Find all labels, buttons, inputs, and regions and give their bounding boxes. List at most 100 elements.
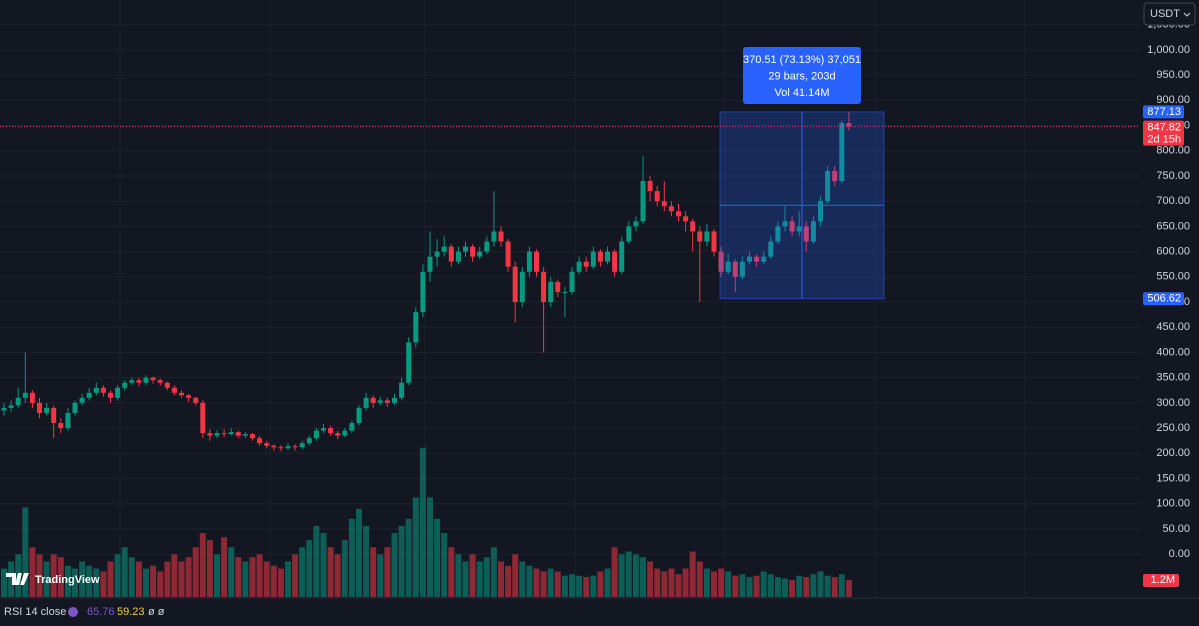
volume-bar bbox=[249, 557, 256, 597]
dropdown-arrow[interactable] bbox=[1183, 12, 1191, 17]
volume-bar bbox=[320, 533, 327, 597]
candle-body bbox=[498, 231, 504, 242]
currency-button[interactable]: USDT bbox=[1143, 2, 1196, 26]
volume-bar bbox=[774, 577, 781, 597]
candle-body bbox=[512, 266, 518, 303]
rsi-label[interactable]: RSI 14 close bbox=[4, 606, 66, 618]
candle-body bbox=[349, 423, 355, 431]
candle-body bbox=[235, 432, 241, 436]
candle-body bbox=[242, 434, 248, 436]
candle-body bbox=[377, 400, 383, 403]
volume-bar bbox=[831, 577, 838, 597]
volume-bar bbox=[72, 568, 78, 597]
candle-body bbox=[654, 191, 660, 202]
volume-bar bbox=[718, 568, 725, 597]
candle-body bbox=[491, 231, 497, 242]
y-tick-label: 400.00 bbox=[1156, 346, 1190, 358]
volume-bar bbox=[178, 561, 185, 597]
volume-bar bbox=[782, 578, 788, 597]
y-tick-label: 50.00 bbox=[1162, 523, 1190, 535]
candle-body bbox=[548, 281, 554, 303]
volume-bar bbox=[455, 554, 462, 597]
candle-body bbox=[406, 342, 412, 383]
volume-bar bbox=[767, 574, 774, 597]
volume-bar bbox=[590, 575, 597, 597]
volume-bar bbox=[483, 557, 490, 597]
volume-bar bbox=[760, 571, 767, 597]
y-tick-label: 100.00 bbox=[1156, 498, 1190, 510]
y-tick-label: 550.00 bbox=[1156, 271, 1190, 283]
candle-body bbox=[164, 382, 170, 388]
volume-bar bbox=[313, 525, 320, 597]
currency-label[interactable]: USDT bbox=[1150, 8, 1180, 20]
y-tick-label: 750.00 bbox=[1156, 170, 1190, 182]
volume-bar bbox=[526, 565, 533, 597]
candle-body bbox=[668, 206, 674, 212]
price-tag bbox=[1143, 105, 1184, 119]
y-tick-label: 950.00 bbox=[1156, 69, 1190, 81]
volume-bar bbox=[519, 561, 526, 597]
volume-bar bbox=[1, 568, 7, 597]
candle-body bbox=[321, 428, 326, 431]
candle-body bbox=[179, 392, 184, 396]
candle-body bbox=[186, 395, 192, 398]
candles bbox=[1, 111, 852, 452]
candle-body bbox=[626, 226, 632, 242]
rsi-value: 65.76 bbox=[87, 606, 115, 618]
candle-body bbox=[711, 231, 717, 252]
candle-body bbox=[100, 387, 106, 393]
volume-bar bbox=[242, 561, 249, 597]
price-tag-label: 847.82 bbox=[1147, 122, 1181, 134]
volume-bars bbox=[1, 447, 852, 597]
volume-tag bbox=[1143, 573, 1179, 587]
candle-body bbox=[29, 392, 35, 403]
volume-bar bbox=[121, 547, 128, 597]
candle-body bbox=[51, 407, 57, 424]
volume-bar bbox=[597, 571, 604, 597]
volume-bar bbox=[306, 540, 313, 597]
candle-body bbox=[86, 392, 92, 398]
volume-bar bbox=[64, 565, 71, 597]
volume-bar bbox=[341, 540, 348, 597]
volume-bar bbox=[36, 554, 43, 597]
candle-body bbox=[534, 251, 539, 272]
volume-bar bbox=[640, 557, 646, 597]
candle-body bbox=[789, 221, 795, 232]
volume-bar bbox=[547, 568, 554, 597]
candle-body bbox=[313, 430, 319, 439]
rsi-value: 59.23 bbox=[117, 606, 145, 618]
volume-bar bbox=[661, 571, 668, 597]
volume-bar bbox=[675, 574, 682, 597]
volume-bar bbox=[384, 547, 391, 597]
volume-bar bbox=[512, 554, 519, 597]
candle-body bbox=[420, 271, 426, 313]
volume-bar bbox=[22, 507, 29, 597]
volume-bar bbox=[8, 561, 15, 597]
candle-body bbox=[704, 231, 710, 242]
candle-body bbox=[306, 438, 312, 444]
volume-bar bbox=[199, 533, 206, 597]
candle-body bbox=[342, 430, 348, 436]
candle-body bbox=[22, 392, 28, 398]
volume-bar bbox=[221, 537, 228, 597]
candle-body bbox=[526, 251, 532, 272]
price-tag bbox=[1143, 120, 1184, 146]
volume-bar bbox=[498, 561, 504, 597]
candle-body bbox=[463, 246, 468, 252]
price-tag-label: 506.62 bbox=[1147, 293, 1181, 305]
volume-bar bbox=[57, 557, 64, 597]
measure-label: 29 bars, 203d bbox=[768, 70, 835, 82]
volume-bar bbox=[703, 568, 710, 597]
candle-body bbox=[108, 392, 113, 398]
volume-bar bbox=[263, 561, 270, 597]
volume-bar bbox=[405, 518, 412, 597]
candle-body bbox=[434, 251, 440, 257]
volume-bar bbox=[157, 571, 164, 597]
candle-body bbox=[697, 231, 703, 242]
candle-body bbox=[1, 407, 7, 411]
volume-bar bbox=[228, 547, 235, 597]
volume-bar bbox=[583, 577, 590, 597]
y-tick-label: 350.00 bbox=[1156, 372, 1190, 384]
currency-box[interactable] bbox=[1143, 2, 1196, 26]
